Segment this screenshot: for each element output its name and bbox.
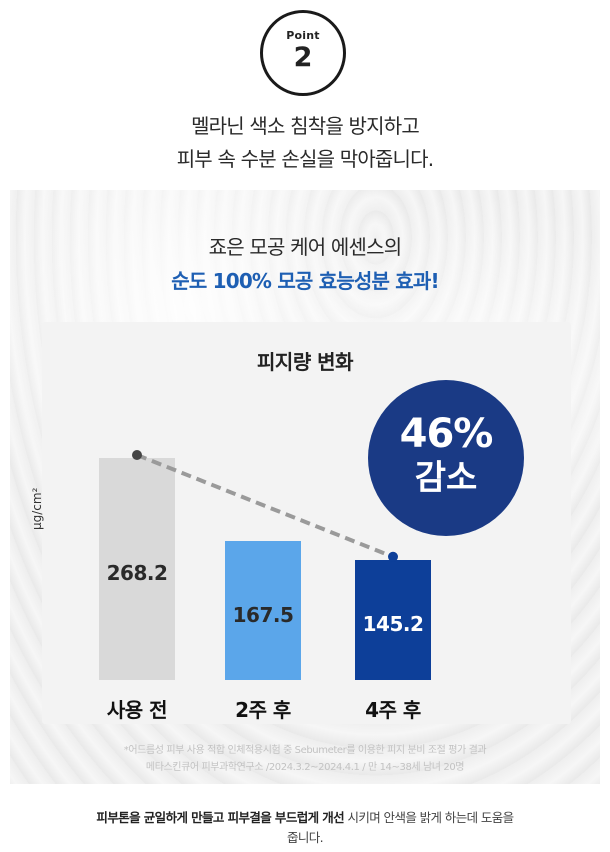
headline-line-1: 멜라닌 색소 침착을 방지하고 bbox=[191, 114, 420, 138]
bottom-bold-text: 피부톤을 균일하게 만들고 피부결을 부드럽게 개선 bbox=[96, 810, 345, 825]
intro-line-2-highlight: 순도 100% 모공 효능성분 효과! bbox=[171, 269, 439, 293]
footnote-line-2: 메타스킨큐어 피부과학연구소 /2024.3.2~2024.4.1 / 만 14… bbox=[145, 762, 465, 773]
bar-1 bbox=[99, 458, 175, 680]
bar-value-label-3: 145.2 bbox=[362, 611, 424, 636]
headline-line-2: 피부 속 수분 손실을 막아줍니다. bbox=[176, 147, 434, 171]
reduction-label: 감소 bbox=[414, 458, 478, 498]
point-number: 2 bbox=[293, 42, 313, 73]
category-label-2: 2주 후 bbox=[235, 698, 291, 722]
reduction-percent: 46% bbox=[399, 411, 494, 457]
point-badge: Point 2 bbox=[260, 10, 346, 96]
trend-end-dot bbox=[388, 551, 398, 562]
trend-start-dot bbox=[132, 450, 142, 460]
category-label-3: 4주 후 bbox=[365, 698, 421, 722]
bar-2 bbox=[225, 541, 301, 680]
chart-title: 피지량 변화 bbox=[257, 350, 353, 374]
intro-line-1: 죠은 모공 케어 에센스의 bbox=[208, 235, 402, 259]
headline: 멜라닌 색소 침착을 방지하고 피부 속 수분 손실을 막아줍니다. bbox=[0, 110, 610, 176]
footnote-line-1: *어드름성 피부 사용 적합 인체적용시험 중 Sebumeter를 이용한 피… bbox=[123, 745, 487, 756]
bottom-description: 피부톤을 균일하게 만들고 피부결을 부드럽게 개선 시키며 안색을 밝게 하는… bbox=[0, 808, 610, 848]
reduction-highlight-circle: 46% 감소 bbox=[368, 380, 524, 536]
bar-3 bbox=[355, 559, 431, 680]
bottom-text: 시키며 안색을 밝게 하는데 도움을 bbox=[344, 810, 514, 825]
trend-dashed-line bbox=[136, 453, 394, 559]
category-label-1: 사용 전 bbox=[106, 698, 168, 722]
point-label: Point bbox=[286, 29, 320, 42]
intro-text: 죠은 모공 케어 에센스의 순도 100% 모공 효능성분 효과! bbox=[0, 230, 610, 298]
bottom-line-2: 줍니다. bbox=[286, 830, 324, 845]
study-footnote: *어드름성 피부 사용 적합 인체적용시험 중 Sebumeter를 이용한 피… bbox=[0, 742, 610, 776]
bar-value-label-2: 167.5 bbox=[232, 602, 294, 627]
bar-value-label-1: 268.2 bbox=[106, 561, 168, 585]
